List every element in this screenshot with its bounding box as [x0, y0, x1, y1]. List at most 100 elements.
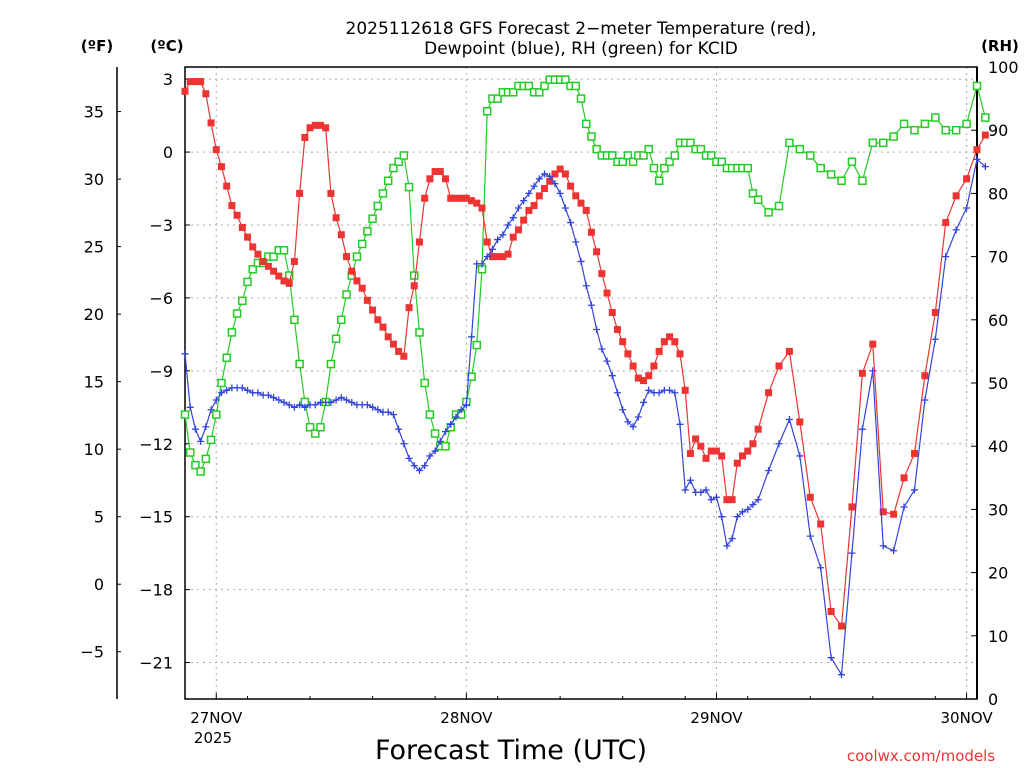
- rh-marker: [404, 182, 414, 192]
- y-tick-label-celsius: −18: [139, 581, 173, 600]
- rh-marker: [415, 328, 424, 337]
- rh-marker: [248, 264, 257, 274]
- rh-marker: [941, 125, 950, 135]
- rh-marker: [383, 176, 393, 186]
- rh-marker: [785, 138, 794, 148]
- dewpoint-marker: [952, 226, 960, 234]
- rh-marker: [972, 81, 982, 91]
- rh-marker: [441, 441, 450, 451]
- dewpoint-marker: [785, 415, 793, 423]
- dewpoint-marker: [468, 333, 476, 341]
- temperature-marker: [223, 182, 231, 190]
- dewpoint-marker: [275, 396, 283, 404]
- temperature-marker: [817, 520, 825, 528]
- dewpoint-marker: [712, 493, 720, 501]
- dewpoint-marker: [723, 542, 731, 550]
- rh-marker: [795, 144, 805, 154]
- rh-marker: [535, 88, 544, 97]
- dewpoint-marker: [384, 408, 392, 416]
- dewpoint-marker: [462, 401, 470, 409]
- rh-marker: [670, 151, 680, 160]
- dewpoint-marker: [514, 204, 522, 212]
- temperature-marker: [624, 350, 632, 358]
- temperature-marker: [431, 168, 439, 176]
- dewpoint-marker: [634, 413, 642, 421]
- y-tick-label-celsius: −6: [149, 289, 173, 308]
- temperature-marker: [452, 194, 460, 202]
- rh-marker: [305, 422, 315, 432]
- rh-marker: [279, 246, 289, 255]
- temperature-marker: [275, 272, 283, 280]
- dewpoint-marker: [348, 398, 356, 406]
- rh-marker: [201, 454, 211, 464]
- dewpoint-marker: [400, 440, 408, 448]
- x-year-label: 2025: [194, 729, 232, 747]
- dewpoint-marker: [707, 496, 715, 504]
- rh-marker: [352, 252, 362, 261]
- y-tick-label-celsius: −21: [139, 654, 173, 673]
- temperature-marker: [238, 223, 246, 231]
- temperature-marker: [603, 289, 611, 297]
- chart-title-line2: Dewpoint (blue), RH (green) for KCID: [424, 39, 738, 59]
- dewpoint-marker: [447, 420, 455, 428]
- temperature-marker: [389, 340, 397, 348]
- dewpoint-marker: [567, 219, 575, 227]
- temperature-line: [184, 80, 986, 628]
- y-tick-label-rh: 40: [988, 437, 1008, 456]
- temperature-marker: [478, 204, 486, 212]
- dewpoint-marker: [415, 467, 423, 475]
- dewpoint-marker: [499, 231, 507, 239]
- rh-marker: [764, 208, 773, 217]
- temperature-marker: [676, 350, 684, 358]
- dewpoint-marker: [254, 389, 262, 397]
- dewpoint-marker: [744, 505, 752, 513]
- temperature-marker: [369, 306, 377, 314]
- dewpoint-marker: [280, 398, 288, 406]
- temperature-marker: [686, 449, 694, 457]
- dewpoint-marker: [217, 389, 225, 397]
- series-rh: [180, 75, 990, 476]
- rh-marker: [243, 277, 252, 287]
- temperature-marker: [723, 496, 731, 504]
- temperature-marker: [931, 309, 939, 317]
- rh-marker: [389, 163, 398, 173]
- temperature-marker: [775, 362, 783, 370]
- temperature-marker: [650, 362, 658, 370]
- rh-marker: [368, 214, 377, 223]
- dewpoint-marker: [202, 423, 210, 431]
- temperature-marker: [952, 192, 960, 200]
- dewpoint-marker: [806, 532, 814, 540]
- rh-marker: [191, 460, 200, 470]
- rh-marker: [284, 271, 294, 280]
- dewpoint-marker: [374, 406, 382, 414]
- temperature-marker: [567, 182, 575, 190]
- y-tick-label-celsius: 3: [163, 70, 173, 89]
- dewpoint-marker: [410, 462, 418, 470]
- temperature-marker: [577, 199, 585, 207]
- rh-marker: [430, 429, 440, 438]
- temperature-marker: [348, 267, 356, 275]
- rh-marker: [931, 113, 940, 122]
- rh-marker: [878, 138, 888, 148]
- rh-marker: [410, 271, 419, 280]
- dewpoint-marker: [197, 437, 205, 445]
- y-tick-label-celsius: −12: [139, 435, 173, 454]
- dewpoint-marker: [981, 163, 989, 171]
- temperature-marker: [838, 622, 846, 630]
- rh-marker: [295, 359, 304, 369]
- rh-marker: [217, 378, 226, 388]
- y-tick-label-fahrenheit: −5: [80, 643, 104, 662]
- temperature-marker: [525, 206, 533, 214]
- temperature-marker: [671, 338, 679, 346]
- y-tick-label-celsius: 0: [163, 143, 173, 162]
- temperature-marker: [306, 124, 314, 132]
- temperature-marker: [582, 206, 590, 214]
- rh-marker: [623, 151, 633, 160]
- temperature-marker: [191, 78, 199, 86]
- dewpoint-marker: [963, 204, 971, 212]
- dewpoint-marker: [311, 401, 319, 409]
- dewpoint-marker: [733, 513, 741, 521]
- rh-marker: [561, 75, 570, 84]
- dewpoint-marker: [561, 204, 569, 212]
- rh-marker: [696, 144, 706, 154]
